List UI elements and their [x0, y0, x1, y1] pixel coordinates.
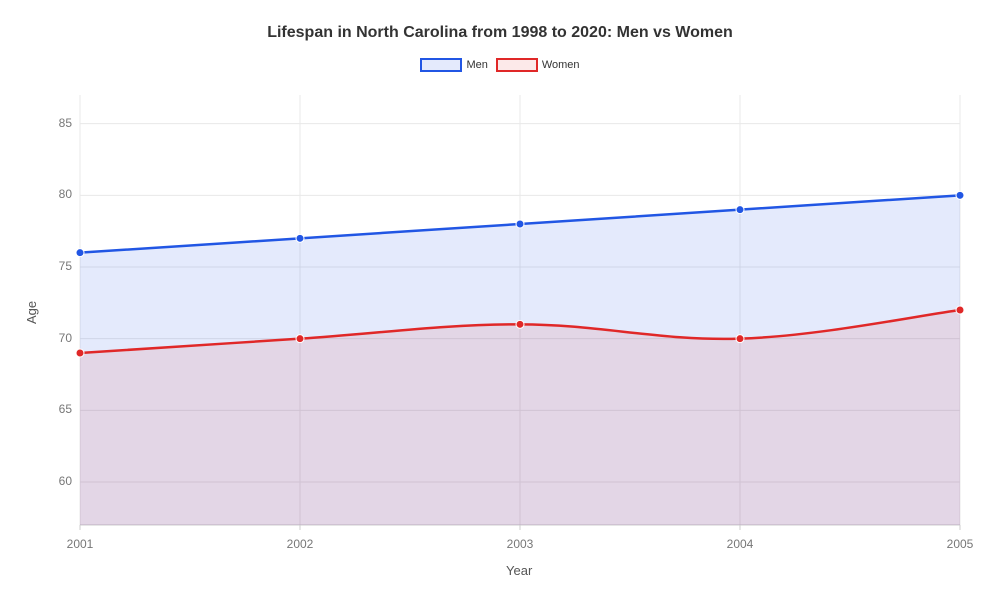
legend-label-women: Women — [542, 59, 580, 71]
y-tick-label: 65 — [32, 402, 72, 416]
legend-swatch-women — [496, 58, 538, 72]
legend: Men Women — [0, 58, 1000, 72]
data-point — [296, 335, 304, 343]
y-tick-label: 70 — [32, 331, 72, 345]
data-point — [956, 306, 964, 314]
data-point — [736, 206, 744, 214]
y-tick-label: 60 — [32, 474, 72, 488]
data-point — [296, 234, 304, 242]
plot-area — [80, 95, 960, 525]
data-point — [516, 220, 524, 228]
y-axis-label: Age — [24, 301, 39, 324]
legend-swatch-men — [420, 58, 462, 72]
data-point — [76, 349, 84, 357]
x-tick-label: 2003 — [507, 537, 534, 551]
y-tick-label: 85 — [32, 116, 72, 130]
data-point — [736, 335, 744, 343]
x-tick-label: 2002 — [287, 537, 314, 551]
x-tick-label: 2001 — [67, 537, 94, 551]
chart-svg — [80, 95, 960, 525]
data-point — [956, 191, 964, 199]
legend-label-men: Men — [466, 59, 487, 71]
legend-item-women: Women — [496, 58, 580, 72]
data-point — [516, 320, 524, 328]
legend-item-men: Men — [420, 58, 487, 72]
y-tick-label: 80 — [32, 187, 72, 201]
y-tick-label: 75 — [32, 259, 72, 273]
x-tick-label: 2005 — [947, 537, 974, 551]
x-tick-label: 2004 — [727, 537, 754, 551]
data-point — [76, 249, 84, 257]
chart-title: Lifespan in North Carolina from 1998 to … — [0, 24, 1000, 42]
x-axis-label: Year — [506, 563, 532, 578]
